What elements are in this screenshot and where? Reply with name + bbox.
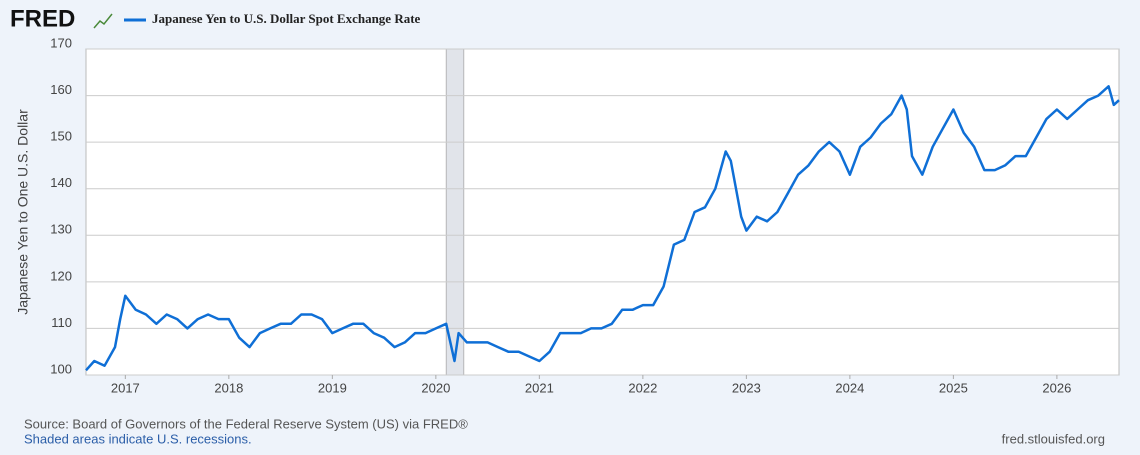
y-tick-label: 170 xyxy=(50,35,72,50)
site-url: fred.stlouisfed.org xyxy=(1002,431,1105,446)
x-tick-label: 2019 xyxy=(318,380,347,395)
y-tick-label: 120 xyxy=(50,268,72,283)
y-tick-label: 130 xyxy=(50,222,72,237)
x-tick-label: 2020 xyxy=(421,380,450,395)
x-tick-label: 2024 xyxy=(835,380,864,395)
recession-band xyxy=(445,48,465,376)
x-tick-label: 2023 xyxy=(732,380,761,395)
y-tick-label: 150 xyxy=(50,129,72,144)
logo-icon xyxy=(93,13,113,29)
y-axis-title: Japanese Yen to One U.S. Dollar xyxy=(15,109,31,315)
y-tick-label: 140 xyxy=(50,175,72,190)
y-tick-label: 110 xyxy=(51,315,72,330)
x-tick-label: 2025 xyxy=(939,380,968,395)
x-tick-label: 2018 xyxy=(214,380,243,395)
x-tick-label: 2026 xyxy=(1042,380,1071,395)
y-tick-label: 160 xyxy=(50,82,72,97)
x-tick-label: 2021 xyxy=(525,380,554,395)
brand-logo: FRED xyxy=(10,5,75,32)
recession-note: Shaded areas indicate U.S. recessions. xyxy=(24,431,252,446)
plot-area xyxy=(85,48,1120,376)
legend-label: Japanese Yen to U.S. Dollar Spot Exchang… xyxy=(152,11,421,26)
y-tick-label: 100 xyxy=(50,361,72,376)
x-tick-label: 2022 xyxy=(628,380,657,395)
source-note: Source: Board of Governors of the Federa… xyxy=(24,416,468,431)
data-line xyxy=(85,85,1120,372)
x-tick-label: 2017 xyxy=(111,380,140,395)
